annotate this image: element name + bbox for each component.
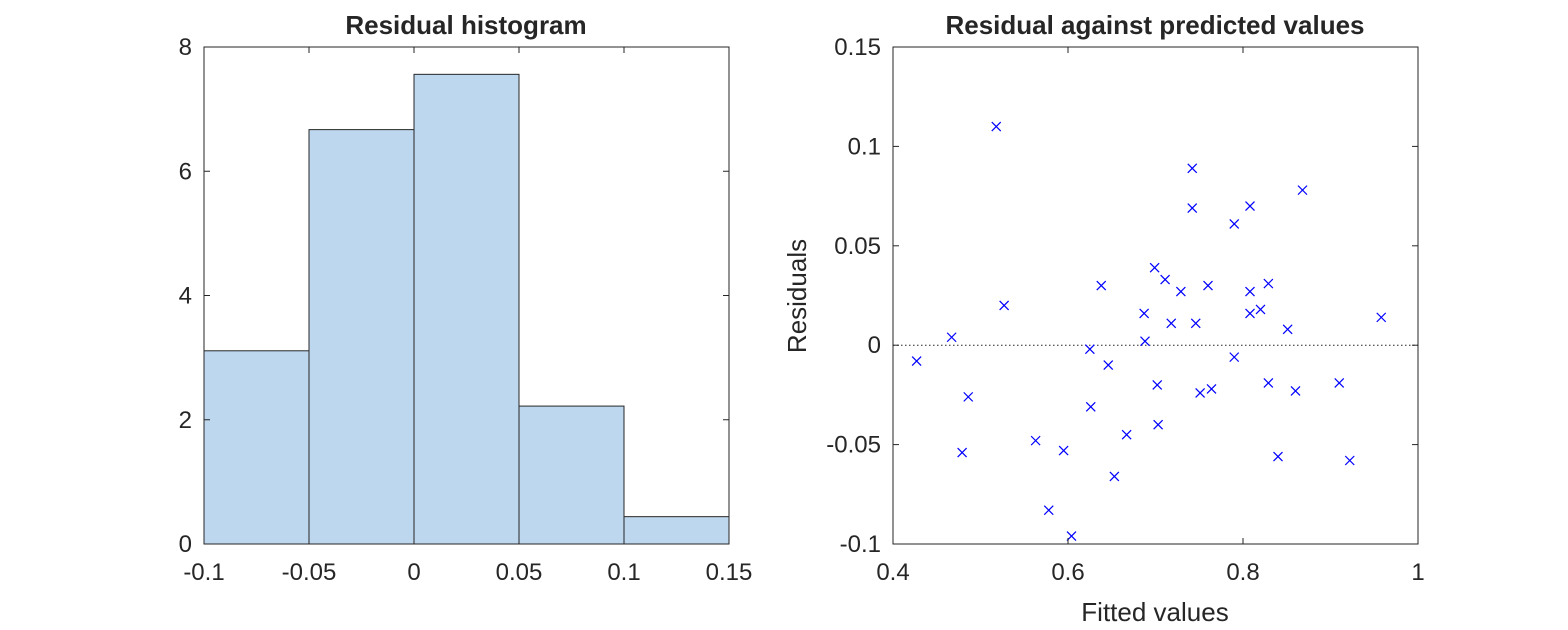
- scatter-point: [1175, 286, 1186, 297]
- scatter-point: [1043, 505, 1054, 516]
- y-tick-label: 0: [179, 531, 192, 558]
- scatter-panel: 0.4 0.6 0.8 1 -0.1 -0.05 0 0.05 0.1 0.15 Residual…: [782, 10, 1425, 627]
- scatter-point: [1263, 278, 1274, 289]
- x-tick-label: 0.8: [1226, 559, 1259, 586]
- scatter-point: [1187, 163, 1198, 174]
- scatter-xlabel: Fitted values: [1081, 597, 1228, 627]
- scatter-point: [1149, 262, 1160, 273]
- y-tick-label: 6: [179, 158, 192, 185]
- y-tick-label: 0.05: [834, 233, 881, 260]
- scatter-point: [911, 356, 922, 367]
- x-tick-label: 1: [1411, 559, 1424, 586]
- scatter-point: [1229, 352, 1240, 363]
- scatter-point: [1334, 378, 1345, 388]
- scatter-point: [1121, 429, 1132, 440]
- y-tick-label: 8: [179, 34, 192, 61]
- scatter-point: [1096, 280, 1107, 291]
- scatter-point: [1166, 318, 1177, 329]
- scatter-point: [1255, 304, 1266, 315]
- scatter-points: [911, 121, 1387, 541]
- histogram-bar: [203, 350, 310, 545]
- histogram-bar: [308, 129, 415, 545]
- scatter-point: [999, 300, 1010, 311]
- scatter-point: [1245, 308, 1255, 319]
- scatter-point: [1187, 203, 1198, 213]
- x-tick-label: 0.4: [876, 559, 909, 586]
- scatter-point: [1109, 471, 1120, 482]
- histogram-bars: [203, 73, 730, 545]
- scatter-point: [1376, 312, 1387, 323]
- scatter-point: [963, 391, 974, 402]
- scatter-point: [1140, 336, 1150, 347]
- scatter-point: [1160, 274, 1171, 285]
- y-tick-label: 0.15: [834, 34, 881, 61]
- scatter-point: [1190, 318, 1201, 329]
- histogram-bar: [518, 405, 625, 545]
- histogram-ticks: -0.1 -0.05 0 0.05 0.1 0.15 0 2 4 6 8: [179, 34, 753, 586]
- scatter-axes-box: [892, 46, 1419, 545]
- scatter-point: [1195, 387, 1206, 398]
- scatter-point: [946, 332, 957, 343]
- y-tick-label: -0.1: [840, 531, 881, 558]
- scatter-point: [1103, 360, 1114, 371]
- scatter-point: [957, 447, 968, 458]
- x-tick-label: 0.6: [1051, 559, 1084, 586]
- scatter-point: [1297, 185, 1308, 196]
- scatter-title: Residual against predicted values: [945, 10, 1364, 40]
- scatter-point: [1282, 324, 1293, 335]
- scatter-point: [1139, 308, 1150, 319]
- scatter-ticks: 0.4 0.6 0.8 1 -0.1 -0.05 0 0.05 0.1 0.15: [826, 34, 1424, 586]
- scatter-point: [1203, 280, 1213, 291]
- x-tick-label: -0.1: [183, 559, 224, 586]
- scatter-point: [1263, 378, 1274, 388]
- scatter-point: [1085, 401, 1096, 412]
- histogram-bar: [413, 73, 520, 545]
- x-tick-label: -0.05: [282, 559, 337, 586]
- x-tick-label: 0.1: [607, 559, 640, 586]
- scatter-point: [991, 121, 1002, 132]
- y-tick-label: 0.1: [848, 133, 881, 160]
- x-tick-label: 0.15: [706, 559, 753, 586]
- scatter-point: [1153, 419, 1164, 430]
- histogram-axes-box: [203, 46, 730, 545]
- scatter-point: [1273, 451, 1283, 462]
- histogram-bar: [623, 516, 730, 545]
- scatter-point: [1152, 380, 1163, 390]
- scatter-point: [1344, 455, 1355, 466]
- y-tick-label: 4: [179, 283, 192, 310]
- x-tick-label: 0.05: [496, 559, 543, 586]
- histogram-title: Residual histogram: [345, 10, 586, 40]
- scatter-point: [1229, 219, 1240, 229]
- scatter-point: [1245, 201, 1255, 211]
- y-tick-label: -0.05: [826, 432, 881, 459]
- scatter-point: [1206, 384, 1217, 394]
- scatter-point: [1030, 435, 1041, 446]
- scatter-point: [1245, 286, 1255, 297]
- scatter-point: [1084, 344, 1095, 355]
- y-tick-label: 0: [868, 332, 881, 359]
- scatter-point: [1290, 385, 1301, 396]
- scatter-ylabel: Residuals: [782, 239, 812, 353]
- y-tick-label: 2: [179, 407, 192, 434]
- histogram-panel: -0.1 -0.05 0 0.05 0.1 0.15 0 2 4 6 8 Residual hist…: [179, 10, 753, 586]
- scatter-point: [1058, 445, 1069, 456]
- x-tick-label: 0: [407, 559, 420, 586]
